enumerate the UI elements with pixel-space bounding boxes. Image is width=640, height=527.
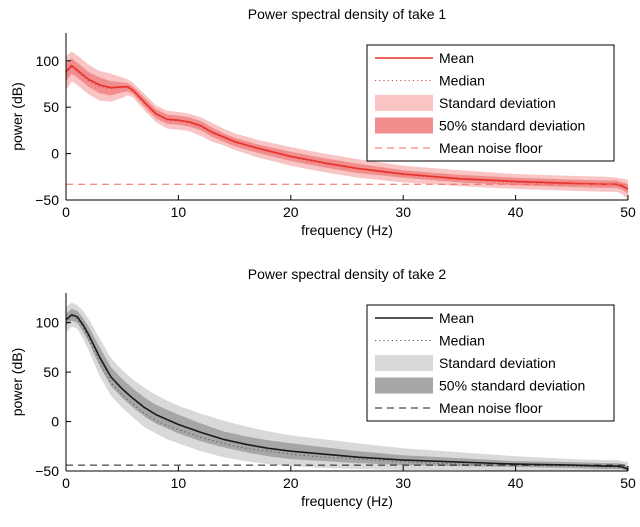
x-tick-label: 20 xyxy=(283,204,299,220)
x-tick-label: 50 xyxy=(620,475,636,491)
legend-swatch-std xyxy=(375,355,433,371)
legend-label: Mean noise floor xyxy=(439,400,543,416)
mean-line xyxy=(66,314,628,470)
y-tick-label: −50 xyxy=(35,463,59,479)
y-axis-label: power (dB) xyxy=(9,348,25,416)
legend-label: 50% standard deviation xyxy=(439,118,585,134)
x-tick-label: 0 xyxy=(62,204,70,220)
x-tick-label: 30 xyxy=(395,204,411,220)
y-tick-label: 0 xyxy=(51,414,59,430)
legend-label: Standard deviation xyxy=(439,355,556,371)
legend-label: Mean noise floor xyxy=(439,140,543,156)
legend-label: 50% standard deviation xyxy=(439,378,585,394)
chart-title: Power spectral density of take 2 xyxy=(248,266,447,282)
y-tick-label: −50 xyxy=(35,192,59,208)
legend-label: Median xyxy=(439,333,485,349)
legend-label: Median xyxy=(439,73,485,89)
legend-swatch-half-std xyxy=(375,377,433,394)
median-line xyxy=(66,316,628,471)
x-tick-label: 0 xyxy=(62,475,70,491)
x-tick-label: 40 xyxy=(508,475,524,491)
plot-area xyxy=(66,302,628,471)
y-tick-label: 0 xyxy=(51,146,59,162)
y-tick-label: 50 xyxy=(43,364,59,380)
legend: Mean Median Standard deviation 50% standard… xyxy=(366,44,615,162)
y-tick-label: 100 xyxy=(36,315,60,331)
x-tick-label: 10 xyxy=(171,475,187,491)
legend: Mean Median Standard deviation 50% standard… xyxy=(366,304,615,422)
y-axis-label: power (dB) xyxy=(9,82,25,150)
plot-area xyxy=(66,51,628,200)
legend-label: Mean xyxy=(439,50,474,66)
half-std-band xyxy=(66,308,628,471)
x-tick-label: 50 xyxy=(620,204,636,220)
x-tick-label: 10 xyxy=(171,204,187,220)
x-tick-label: 40 xyxy=(508,204,524,220)
x-axis-label: frequency (Hz) xyxy=(301,222,393,238)
mean-line xyxy=(66,64,628,190)
y-tick-label: 50 xyxy=(43,99,59,115)
x-tick-label: 30 xyxy=(395,475,411,491)
chart-title: Power spectral density of take 1 xyxy=(248,6,447,22)
legend-label: Standard deviation xyxy=(439,95,556,111)
x-axis-label: frequency (Hz) xyxy=(301,493,393,509)
x-tick-label: 20 xyxy=(283,475,299,491)
legend-label: Mean xyxy=(439,310,474,326)
legend-swatch-half-std xyxy=(375,117,433,134)
legend-swatch-std xyxy=(375,95,433,111)
y-tick-label: 100 xyxy=(36,53,60,69)
